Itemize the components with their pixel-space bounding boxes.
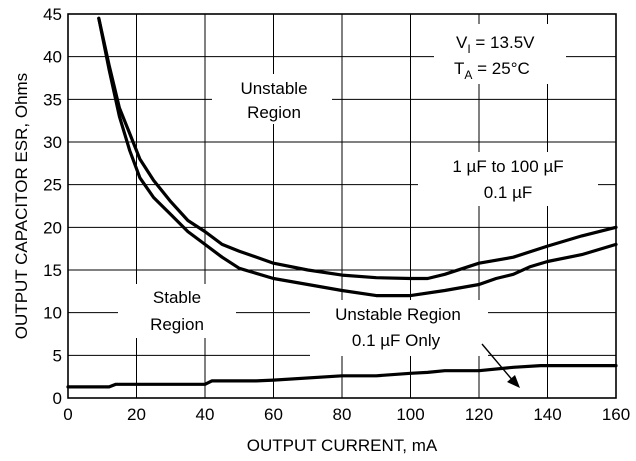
tick-labels: 0 20 40 60 80 100 120 140 160 0 5 10 15 20 25 30 35 40 45 <box>43 5 630 424</box>
y-tick-label: 5 <box>53 346 62 365</box>
y-tick-label: 20 <box>43 218 62 237</box>
series-line-lower-boundary <box>66 364 618 389</box>
x-tick-label: 40 <box>196 405 215 424</box>
plot-frame <box>67 13 617 399</box>
pointer-arrow <box>481 343 520 388</box>
x-tick-label: 0 <box>63 405 72 424</box>
capacitor-range-label: 1 µF to 100 µF <box>452 157 563 176</box>
stable-region-label-line1: Stable <box>153 288 201 307</box>
series-line-small-capacitor <box>97 16 618 298</box>
vi-value: = 13.5V <box>471 33 535 52</box>
y-tick-label: 10 <box>43 304 62 323</box>
y-tick-label: 45 <box>43 5 62 24</box>
y-tick-label: 15 <box>43 261 62 280</box>
vi-condition: VI = 13.5V <box>456 33 535 56</box>
vi-subscript: I <box>467 42 470 56</box>
unstable-bottom-label-line2: 0.1 µF Only <box>352 331 441 350</box>
series-lines <box>66 16 618 389</box>
unstable-region-label-line2: Region <box>247 103 301 122</box>
x-tick-label: 20 <box>127 405 146 424</box>
ta-subscript: A <box>464 68 472 82</box>
x-tick-label: 80 <box>333 405 352 424</box>
vi-symbol: V <box>456 33 468 52</box>
x-tick-label: 60 <box>264 405 283 424</box>
ta-symbol: T <box>454 59 464 78</box>
y-tick-label: 0 <box>53 389 62 408</box>
ta-condition: TA = 25°C <box>454 59 530 82</box>
stable-region-label-line2: Region <box>150 315 204 334</box>
series-line-large-capacitor <box>97 16 618 281</box>
unstable-bottom-label-line1: Unstable Region <box>335 305 461 324</box>
ta-value: = 25°C <box>472 59 529 78</box>
x-axis-title: OUTPUT CURRENT, mA <box>247 436 438 455</box>
y-tick-label: 40 <box>43 48 62 67</box>
x-tick-label: 100 <box>396 405 424 424</box>
y-tick-label: 35 <box>43 90 62 109</box>
unstable-region-label-line1: Unstable <box>240 79 307 98</box>
y-tick-label: 30 <box>43 133 62 152</box>
y-axis-title: OUTPUT CAPACITOR ESR, Ohms <box>12 73 31 339</box>
small-capacitor-label: 0.1 µF <box>484 183 533 202</box>
y-tick-label: 25 <box>43 176 62 195</box>
x-tick-label: 160 <box>602 405 630 424</box>
annotation-backgrounds <box>118 24 598 356</box>
x-tick-label: 120 <box>465 405 493 424</box>
x-tick-label: 140 <box>533 405 561 424</box>
